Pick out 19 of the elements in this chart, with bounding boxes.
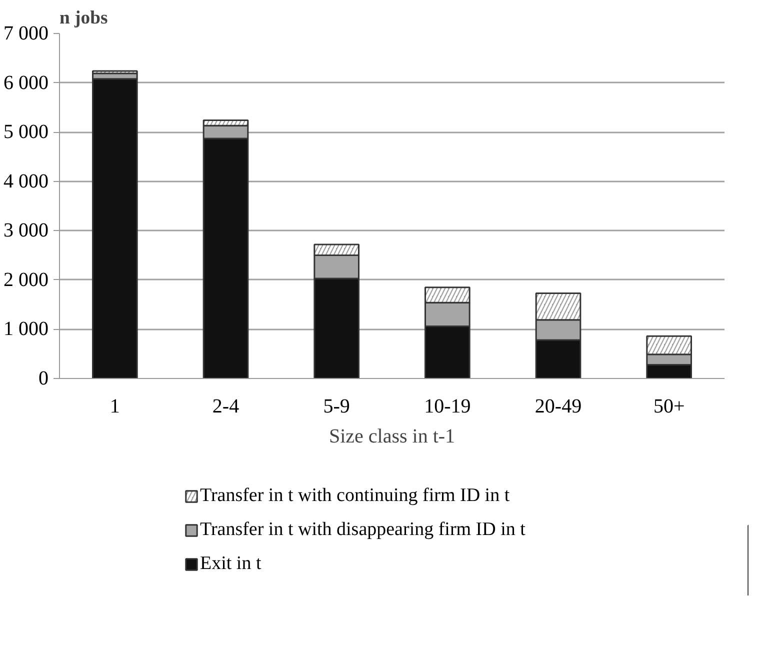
y-tick-label: 5 000 xyxy=(4,121,48,144)
y-tick-label: 0 xyxy=(38,368,48,390)
x-tick-label: 20-49 xyxy=(534,396,582,418)
x-axis-title: Size class in t-1 xyxy=(328,426,456,448)
y-axis-title: n jobs xyxy=(60,8,108,28)
y-tick-label: 6 000 xyxy=(4,72,48,94)
x-tick-label: 1 xyxy=(110,396,120,418)
legend-label: Exit in t xyxy=(200,553,262,575)
x-tick-label: 5-9 xyxy=(323,396,350,418)
legend-label: Transfer in t with disappearing firm ID in t xyxy=(200,519,526,541)
x-tick-label: 2-4 xyxy=(212,396,240,418)
y-tick-label: 4 000 xyxy=(4,170,48,192)
y-tick-label: 3 000 xyxy=(4,220,48,242)
x-tick-label: 10-19 xyxy=(424,396,471,418)
x-tick-label: 50+ xyxy=(653,396,685,418)
y-tick-label: 2 000 xyxy=(4,268,48,291)
y-tick-label: 1 000 xyxy=(4,318,48,340)
y-tick-label: 7 000 xyxy=(4,22,48,44)
legend-label: Transfer in t with continuing firm ID in t xyxy=(200,485,510,507)
